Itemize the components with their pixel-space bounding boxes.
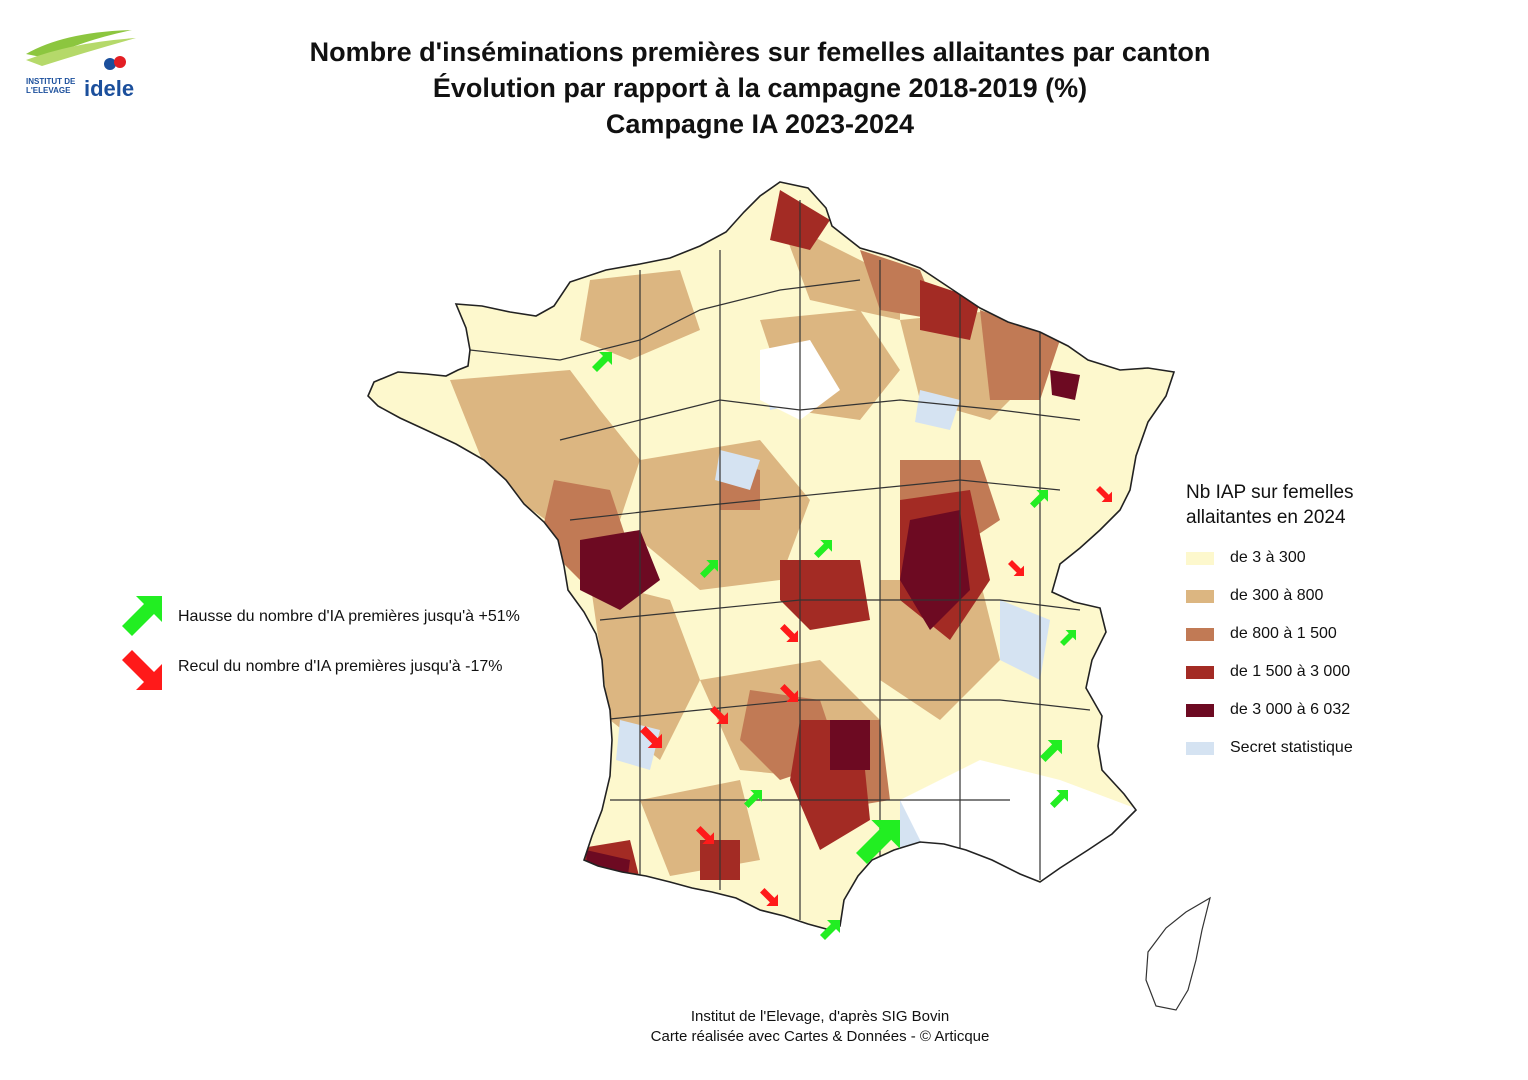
logo-line1: INSTITUT DE — [26, 77, 76, 86]
arrow-down-right-icon — [1008, 560, 1024, 576]
corsica-outline — [1145, 896, 1211, 1011]
map-title: Nombre d'inséminations premières sur fem… — [160, 34, 1360, 142]
logo-swoosh-upper — [26, 30, 132, 58]
france-choropleth-map — [340, 160, 1220, 1020]
arrow-down-right-icon — [760, 888, 778, 906]
logo-swoosh-lower — [26, 38, 136, 66]
title-line-2: Évolution par rapport à la campagne 2018… — [432, 73, 1088, 103]
legend-swatch — [1186, 666, 1214, 679]
legend-swatch — [1186, 742, 1214, 755]
source-line-2: Carte réalisée avec Cartes & Données - ©… — [650, 1028, 990, 1045]
increase-arrows — [592, 352, 1076, 940]
arrow-down-right-icon — [780, 624, 798, 642]
map-source: Institut de l'Elevage, d'après SIG Bovin… — [480, 1007, 1160, 1047]
arrow-down-right-icon — [640, 726, 662, 748]
legend-item: Secret statistique — [1186, 734, 1486, 772]
legend-item: de 300 à 800 — [1186, 582, 1486, 620]
arrow-down-right-icon — [780, 684, 798, 702]
legend-item: de 800 à 1 500 — [1186, 620, 1486, 658]
legend-label: de 300 à 800 — [1230, 587, 1324, 604]
legend-label: de 3 000 à 6 032 — [1230, 701, 1351, 718]
legend-title-line-1: Nb IAP sur femelles — [1186, 482, 1354, 503]
arrow-legend-increase-label: Hausse du nombre d'IA premières jusqu'à … — [178, 608, 520, 625]
arrow-up-right-icon — [700, 560, 718, 578]
legend-swatch — [1186, 628, 1214, 641]
arrow-down-right-icon — [122, 650, 162, 690]
arrow-legend-decrease: Recul du nombre d'IA premières jusqu'à -… — [120, 650, 600, 690]
decrease-arrows — [640, 486, 1112, 906]
legend-item: de 3 000 à 6 032 — [1186, 696, 1486, 734]
arrow-down-right-icon — [710, 706, 728, 724]
title-line-3: Campagne IA 2023-2024 — [605, 109, 915, 139]
legend-label: de 800 à 1 500 — [1230, 625, 1337, 642]
arrow-down-right-icon — [696, 826, 714, 844]
arrow-down-right-icon — [1096, 486, 1112, 502]
arrow-legend-increase: Hausse du nombre d'IA premières jusqu'à … — [120, 596, 600, 636]
arrow-up-right-icon — [1050, 790, 1068, 808]
arrow-up-right-icon — [1040, 740, 1062, 762]
france-outline — [367, 181, 1176, 931]
title-line-1: Nombre d'inséminations premières sur fem… — [309, 37, 1211, 67]
legend-swatch — [1186, 704, 1214, 717]
arrow-up-right-icon — [856, 820, 900, 864]
arrow-legend: Hausse du nombre d'IA premières jusqu'à … — [120, 596, 600, 696]
logo-brand: idele — [84, 76, 134, 101]
legend-swatch — [1186, 590, 1214, 603]
legend-item: de 1 500 à 3 000 — [1186, 658, 1486, 696]
logo-red-dot — [114, 56, 126, 68]
legend-item: de 3 à 300 — [1186, 544, 1486, 582]
arrow-up-right-icon — [814, 540, 832, 558]
arrow-up-right-icon — [592, 352, 612, 372]
arrow-up-right-icon — [744, 790, 762, 808]
legend-title: Nb IAP sur femelles allaitantes en 2024 — [1186, 480, 1486, 530]
arrow-up-right-icon — [1060, 630, 1076, 646]
logo-line2: L'ELEVAGE — [26, 86, 71, 95]
arrow-up-right-icon — [820, 920, 840, 940]
map-legend: Nb IAP sur femelles allaitantes en 2024 … — [1186, 480, 1486, 772]
legend-swatch — [1186, 552, 1214, 565]
legend-label: de 1 500 à 3 000 — [1230, 663, 1351, 680]
source-line-1: Institut de l'Elevage, d'après SIG Bovin — [690, 1008, 950, 1025]
legend-title-line-2: allaitantes en 2024 — [1186, 507, 1346, 528]
department-borders — [469, 200, 1091, 920]
idele-logo: INSTITUT DE L'ELEVAGE idele — [24, 26, 144, 106]
arrow-up-right-icon — [122, 596, 162, 636]
arrow-up-right-icon — [1030, 490, 1048, 508]
logo-blue-dot — [104, 58, 116, 70]
legend-label: Secret statistique — [1230, 739, 1353, 756]
legend-label: de 3 à 300 — [1230, 549, 1306, 566]
arrow-legend-decrease-label: Recul du nombre d'IA premières jusqu'à -… — [178, 658, 503, 675]
